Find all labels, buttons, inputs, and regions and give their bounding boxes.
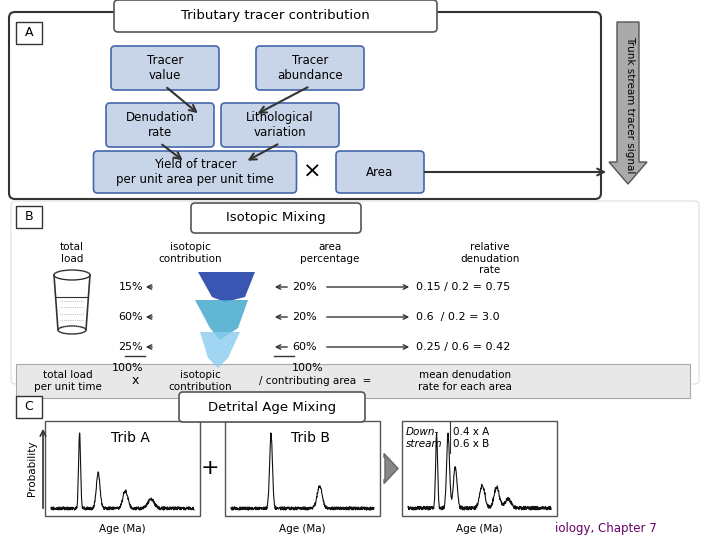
Text: Yield of tracer
per unit area per unit time: Yield of tracer per unit area per unit t… [116, 158, 274, 186]
Polygon shape [200, 332, 240, 368]
Text: Age (Ma): Age (Ma) [456, 524, 503, 534]
Text: total load
per unit time: total load per unit time [34, 370, 102, 392]
Text: 0.4 x A
0.6 x B: 0.4 x A 0.6 x B [453, 427, 490, 449]
Text: 20%: 20% [292, 312, 317, 322]
Text: ×: × [302, 162, 321, 182]
Text: Trib B: Trib B [291, 431, 330, 445]
Polygon shape [195, 300, 248, 340]
FancyBboxPatch shape [16, 396, 42, 418]
FancyBboxPatch shape [111, 46, 219, 90]
Text: x: x [131, 375, 139, 388]
Text: Tracer
abundance: Tracer abundance [277, 54, 343, 82]
Polygon shape [198, 272, 255, 302]
Bar [45, 421, 200, 516]
Text: total
load: total load [60, 242, 84, 264]
Text: Denudation
rate: Denudation rate [125, 111, 194, 139]
Text: Area: Area [366, 165, 394, 179]
Text: Down-
stream: Down- stream [406, 427, 443, 449]
Text: relative
denudation
rate: relative denudation rate [460, 242, 520, 275]
Bar [225, 421, 380, 516]
FancyBboxPatch shape [16, 364, 690, 398]
Text: 60%: 60% [292, 342, 317, 352]
Text: Age (Ma): Age (Ma) [279, 524, 326, 534]
Text: isotopic
contribution: isotopic contribution [168, 370, 232, 392]
Text: 0.25 / 0.6 = 0.42: 0.25 / 0.6 = 0.42 [416, 342, 510, 352]
Text: Age (Ma): Age (Ma) [99, 524, 146, 534]
Text: isotopic
contribution: isotopic contribution [158, 242, 222, 264]
Bar [402, 421, 557, 516]
Text: Trib A: Trib A [111, 431, 150, 445]
FancyBboxPatch shape [191, 203, 361, 233]
Text: 25%: 25% [118, 342, 143, 352]
Text: area
percentage: area percentage [300, 242, 360, 264]
Text: 60%: 60% [118, 312, 143, 322]
Text: 0.15 / 0.2 = 0.75: 0.15 / 0.2 = 0.75 [416, 282, 510, 292]
Text: mean denudation
rate for each area: mean denudation rate for each area [418, 370, 512, 392]
Ellipse shape [54, 270, 90, 280]
Text: 100%: 100% [112, 363, 143, 373]
FancyBboxPatch shape [256, 46, 364, 90]
FancyBboxPatch shape [106, 103, 214, 147]
Text: +: + [201, 458, 220, 478]
Text: A: A [24, 26, 33, 39]
Text: Lithological
variation: Lithological variation [246, 111, 314, 139]
FancyBboxPatch shape [16, 206, 42, 228]
Text: / contributing area  =: / contributing area = [258, 376, 372, 386]
FancyArrow shape [609, 22, 647, 184]
Text: iology, Chapter 7: iology, Chapter 7 [555, 522, 657, 535]
Text: 0.6  / 0.2 = 3.0: 0.6 / 0.2 = 3.0 [416, 312, 500, 322]
Text: C: C [24, 401, 33, 414]
Text: Isotopic Mixing: Isotopic Mixing [226, 212, 326, 225]
Text: 20%: 20% [292, 282, 317, 292]
FancyBboxPatch shape [336, 151, 424, 193]
Ellipse shape [58, 326, 86, 334]
FancyBboxPatch shape [221, 103, 339, 147]
Text: Tributary tracer contribution: Tributary tracer contribution [181, 10, 369, 23]
Text: 100%: 100% [292, 363, 323, 373]
FancyBboxPatch shape [94, 151, 297, 193]
Text: Tracer
value: Tracer value [147, 54, 183, 82]
FancyBboxPatch shape [11, 201, 699, 384]
Text: Probability: Probability [27, 441, 37, 496]
FancyBboxPatch shape [16, 22, 42, 44]
Text: Trunk stream tracer signal: Trunk stream tracer signal [625, 36, 635, 174]
Text: 15%: 15% [118, 282, 143, 292]
FancyBboxPatch shape [9, 12, 601, 199]
FancyBboxPatch shape [114, 0, 437, 32]
Polygon shape [54, 275, 90, 330]
Text: Detrital Age Mixing: Detrital Age Mixing [208, 401, 336, 414]
Text: B: B [24, 211, 33, 224]
FancyBboxPatch shape [179, 392, 365, 422]
FancyArrow shape [384, 454, 398, 483]
